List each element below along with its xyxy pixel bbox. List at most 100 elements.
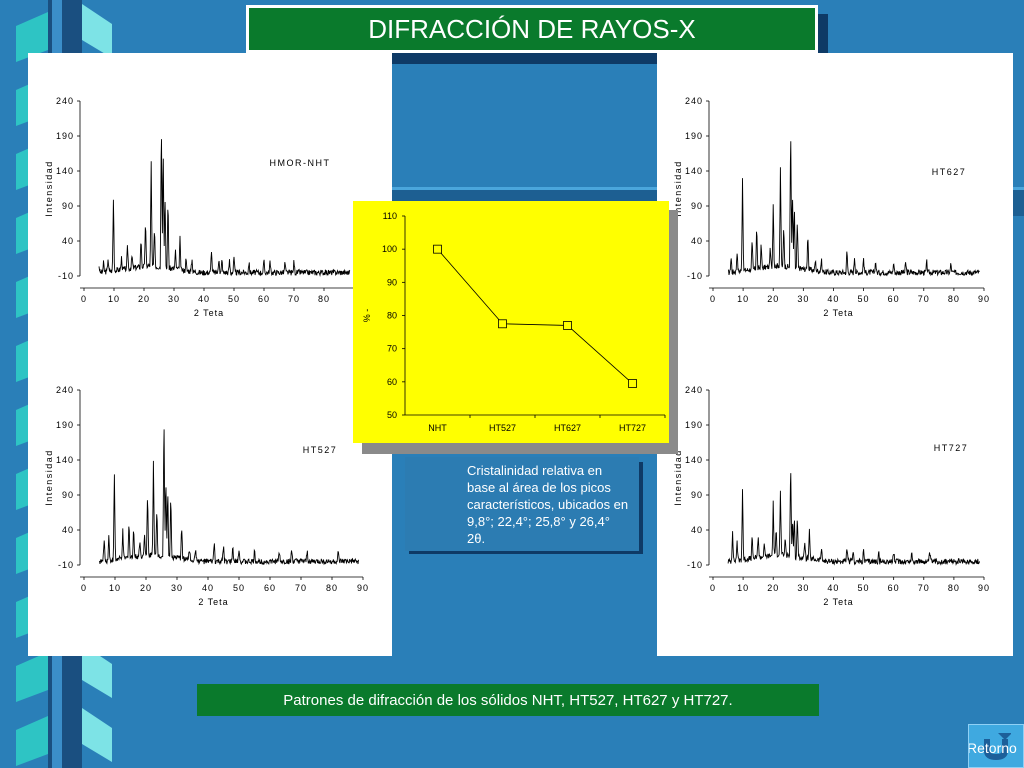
y-tick-label: 40 bbox=[691, 525, 703, 535]
y-tick-label: 40 bbox=[62, 525, 74, 535]
x-tick-label: 20 bbox=[140, 583, 152, 593]
x-tick-label: 0 bbox=[710, 583, 716, 593]
figure-caption: Patrones de difracción de los sólidos NH… bbox=[197, 684, 819, 716]
x-tick-label: 40 bbox=[827, 583, 839, 593]
x-tick-label: 50 bbox=[233, 583, 245, 593]
y-tick-label: 140 bbox=[685, 455, 703, 465]
y-tick-label: 40 bbox=[62, 236, 74, 246]
x-tick-label: 30 bbox=[797, 583, 809, 593]
x-tick-label: HT627 bbox=[554, 423, 581, 433]
x-tick-label: 60 bbox=[888, 294, 900, 304]
x-tick-label: 90 bbox=[978, 294, 990, 304]
x-tick-label: 80 bbox=[318, 294, 330, 304]
retorno-label: Retorno bbox=[968, 740, 1017, 756]
x-tick-label: 60 bbox=[888, 583, 900, 593]
x-tick-label: 60 bbox=[264, 583, 276, 593]
y-tick-label: 90 bbox=[62, 490, 74, 500]
diffraction-pattern-line bbox=[99, 429, 359, 566]
x-tick-label: 30 bbox=[168, 294, 180, 304]
x-tick-label: 10 bbox=[108, 294, 120, 304]
y-tick-label: 90 bbox=[62, 201, 74, 211]
data-point bbox=[563, 321, 572, 330]
y-axis-label: Intensidad bbox=[673, 160, 683, 217]
xrd-chart-ht727: -10 40 90 140 190 240 0 10 20 30 40 50 60 70 80 90 2 Tet… bbox=[673, 385, 990, 607]
x-tick-label: 70 bbox=[295, 583, 307, 593]
x-tick-label: 70 bbox=[918, 583, 930, 593]
y-tick-label: 60 bbox=[387, 377, 397, 387]
y-tick-label: 190 bbox=[685, 131, 703, 141]
crystallinity-line bbox=[437, 248, 633, 384]
x-tick-label: 80 bbox=[948, 583, 960, 593]
y-tick-label: -10 bbox=[687, 271, 703, 281]
x-tick-label: 40 bbox=[198, 294, 210, 304]
ribbon-leaf bbox=[82, 708, 112, 762]
page-title: DIFRACCIÓN DE RAYOS-X bbox=[249, 8, 815, 50]
x-tick-label: 0 bbox=[81, 583, 87, 593]
y-tick-label: 240 bbox=[685, 96, 703, 106]
y-tick-label: 90 bbox=[691, 490, 703, 500]
x-tick-label: NHT bbox=[428, 423, 447, 433]
x-tick-label: 60 bbox=[258, 294, 270, 304]
y-tick-label: 140 bbox=[56, 166, 74, 176]
xrd-chart-ht627: -10 40 90 140 190 240 0 10 20 30 40 50 60 70 80 90 2 Tet… bbox=[673, 96, 990, 318]
x-axis-label: 2 Teta bbox=[194, 308, 224, 318]
x-tick-label: 90 bbox=[357, 583, 369, 593]
y-tick-label: 100 bbox=[382, 244, 397, 254]
y-tick-label: 140 bbox=[56, 455, 74, 465]
y-tick-label: 50 bbox=[387, 410, 397, 420]
x-tick-label: 70 bbox=[918, 294, 930, 304]
xrd-chart-ht527: -10 40 90 140 190 240 0 10 20 30 40 50 60 70 80 90 2 Tet… bbox=[44, 385, 369, 607]
diffraction-pattern-line bbox=[727, 473, 981, 566]
x-tick-label: 20 bbox=[138, 294, 150, 304]
y-tick-label: -10 bbox=[58, 560, 74, 570]
y-tick-label: 140 bbox=[685, 166, 703, 176]
x-tick-label: 20 bbox=[767, 294, 779, 304]
y-tick-label: 240 bbox=[56, 385, 74, 395]
x-tick-label: 50 bbox=[858, 294, 870, 304]
xrd-chart-nht: -10 40 90 140 190 240 0 10 20 30 40 50 60 70 80 2 Teta I… bbox=[44, 96, 354, 318]
left-panel: -10 40 90 140 190 240 0 10 20 30 40 50 60 70 80 2 Teta I… bbox=[28, 53, 392, 656]
y-tick-label: 190 bbox=[56, 131, 74, 141]
y-axis-label: % - bbox=[362, 309, 372, 323]
sample-label: HMOR-NHT bbox=[270, 158, 331, 168]
y-tick-label: -10 bbox=[58, 271, 74, 281]
x-tick-label: HT527 bbox=[489, 423, 516, 433]
note-box: Cristalinidad relativa en base al área d… bbox=[405, 457, 639, 551]
x-tick-label: 30 bbox=[797, 294, 809, 304]
x-axis-label: 2 Teta bbox=[198, 597, 228, 607]
retorno-button[interactable]: Retorno bbox=[968, 724, 1024, 768]
y-axis-label: Intensidad bbox=[44, 160, 54, 217]
y-tick-label: 90 bbox=[691, 201, 703, 211]
diffraction-pattern-line bbox=[98, 139, 351, 277]
right-panel: -10 40 90 140 190 240 0 10 20 30 40 50 60 70 80 90 2 Tet… bbox=[657, 53, 1013, 656]
x-tick-label: 0 bbox=[81, 294, 87, 304]
y-tick-label: 240 bbox=[56, 96, 74, 106]
x-axis-label: 2 Teta bbox=[823, 308, 853, 318]
y-tick-label: 40 bbox=[691, 236, 703, 246]
y-tick-label: 190 bbox=[685, 420, 703, 430]
x-tick-label: 10 bbox=[737, 583, 749, 593]
x-axis-label: 2 Teta bbox=[823, 597, 853, 607]
y-tick-label: -10 bbox=[687, 560, 703, 570]
y-tick-label: 80 bbox=[387, 311, 397, 321]
y-tick-label: 110 bbox=[383, 211, 397, 221]
note-text: Cristalinidad relativa en base al área d… bbox=[467, 463, 629, 546]
x-tick-label: HT727 bbox=[619, 423, 646, 433]
y-tick-label: 240 bbox=[685, 385, 703, 395]
x-tick-label: 90 bbox=[978, 583, 990, 593]
ribbon-leaf bbox=[16, 716, 48, 766]
data-point bbox=[498, 319, 507, 329]
y-tick-label: 90 bbox=[387, 277, 397, 287]
ribbon-leaf bbox=[16, 652, 48, 702]
x-tick-label: 30 bbox=[171, 583, 183, 593]
x-tick-label: 20 bbox=[767, 583, 779, 593]
sample-label: HT527 bbox=[303, 445, 338, 455]
y-tick-label: 70 bbox=[387, 344, 397, 354]
x-tick-label: 70 bbox=[288, 294, 300, 304]
sample-label: HT727 bbox=[934, 443, 969, 453]
crystallinity-chart-frame: 50 60 70 80 90 100 110 NHT HT527 HT627 HT727 % - bbox=[353, 201, 669, 443]
ribbon-leaf bbox=[16, 12, 48, 62]
x-tick-label: 40 bbox=[202, 583, 214, 593]
x-tick-label: 40 bbox=[827, 294, 839, 304]
x-tick-label: 80 bbox=[948, 294, 960, 304]
